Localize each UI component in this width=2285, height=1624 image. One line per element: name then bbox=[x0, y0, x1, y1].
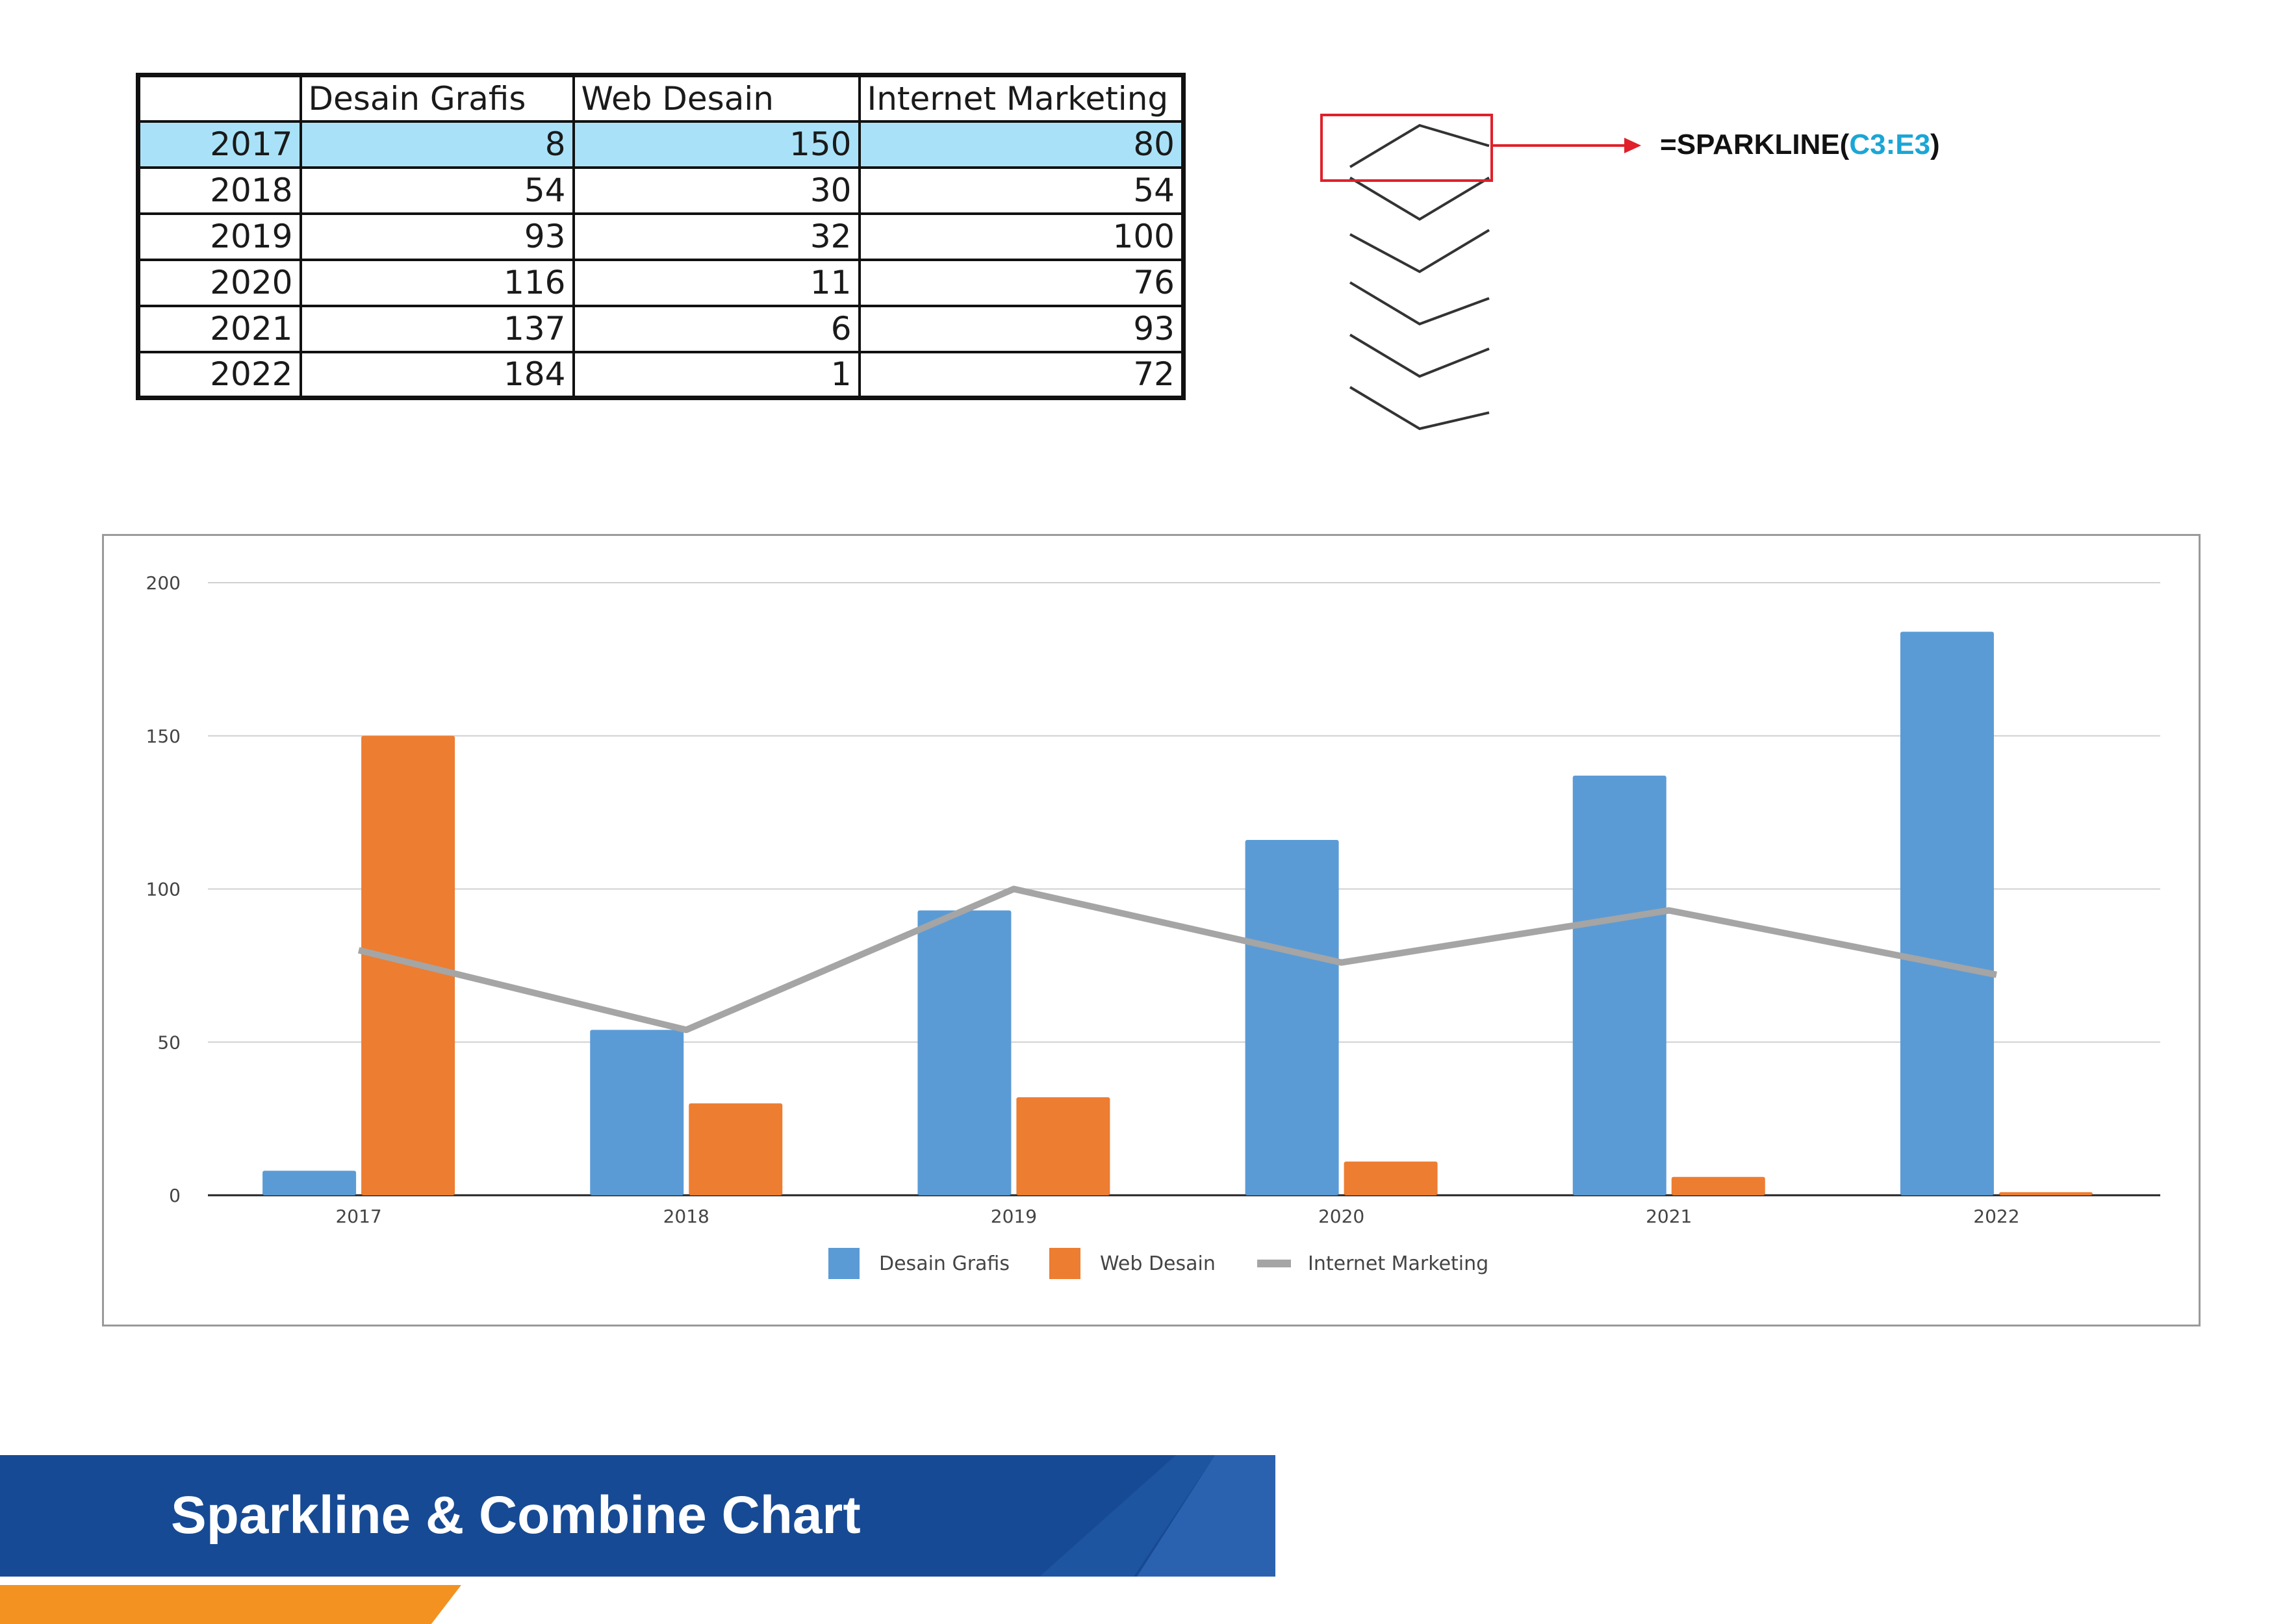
year-cell[interactable]: 2021 bbox=[136, 304, 302, 353]
bar-desain-grafis bbox=[917, 910, 1012, 1195]
sparkline-column bbox=[1320, 114, 1641, 431]
bar-web-desain bbox=[689, 1103, 783, 1195]
y-tick-label: 50 bbox=[157, 1032, 181, 1053]
x-tick-label: 2021 bbox=[1646, 1206, 1692, 1227]
value-cell[interactable]: 32 bbox=[572, 212, 861, 261]
corner-cell[interactable] bbox=[136, 73, 302, 123]
sparkline bbox=[1349, 281, 1490, 326]
sparkline-callout-box bbox=[1320, 114, 1493, 182]
slide-title: Sparkline & Combine Chart bbox=[171, 1486, 861, 1545]
value-cell[interactable]: 54 bbox=[858, 166, 1185, 215]
banner-background bbox=[0, 1455, 1275, 1577]
year-cell[interactable]: 2017 bbox=[136, 120, 302, 169]
legend-label: Internet Marketing bbox=[1308, 1252, 1488, 1275]
value-cell[interactable]: 11 bbox=[572, 258, 861, 307]
sparkline bbox=[1349, 123, 1490, 168]
bar-desain-grafis bbox=[262, 1171, 357, 1195]
x-tick-label: 2020 bbox=[1318, 1206, 1364, 1227]
line-internet-marketing bbox=[357, 885, 1997, 1034]
value-cell[interactable]: 6 bbox=[572, 304, 861, 353]
value-cell[interactable]: 1 bbox=[572, 350, 861, 400]
formula-suffix: ) bbox=[1930, 129, 1940, 160]
table-row: 2020 116 11 76 bbox=[136, 258, 1185, 307]
value-cell[interactable]: 184 bbox=[299, 350, 575, 400]
legend-swatch bbox=[828, 1248, 860, 1279]
sparkline bbox=[1349, 386, 1490, 431]
bar-web-desain bbox=[1998, 1192, 2093, 1195]
value-cell[interactable]: 150 bbox=[572, 120, 861, 169]
value-cell[interactable]: 93 bbox=[858, 304, 1185, 353]
combo-chart: 0 50 100 150 200 2017 2018 2019 2020 2021 2022 Desa… bbox=[102, 534, 2201, 1326]
table-row: 2021 137 6 93 bbox=[136, 304, 1185, 353]
table-row: 2019 93 32 100 bbox=[136, 212, 1185, 261]
title-banner bbox=[0, 1455, 1275, 1624]
year-cell[interactable]: 2018 bbox=[136, 166, 302, 215]
y-tick-label: 100 bbox=[146, 879, 181, 900]
value-cell[interactable]: 116 bbox=[299, 258, 575, 307]
x-tick-label: 2022 bbox=[1973, 1206, 2019, 1227]
value-cell[interactable]: 100 bbox=[858, 212, 1185, 261]
value-cell[interactable]: 8 bbox=[299, 120, 575, 169]
formula-range: C3:E3 bbox=[1849, 129, 1931, 160]
x-tick-label: 2018 bbox=[663, 1206, 709, 1227]
value-cell[interactable]: 137 bbox=[299, 304, 575, 353]
sparkline-formula: =SPARKLINE(C3:E3) bbox=[1660, 129, 1940, 161]
bar-desain-grafis bbox=[1900, 631, 1994, 1195]
table-body: Desain Grafis Web Desain Internet Marketin… bbox=[136, 73, 1185, 400]
y-tick-label: 150 bbox=[146, 726, 181, 747]
table-row: 2017 8 150 80 bbox=[136, 120, 1185, 169]
value-cell[interactable]: 72 bbox=[858, 350, 1185, 400]
formula-prefix: =SPARKLINE( bbox=[1660, 129, 1850, 160]
bar-web-desain bbox=[1344, 1161, 1438, 1195]
bar-web-desain bbox=[1671, 1176, 1765, 1195]
year-cell[interactable]: 2020 bbox=[136, 258, 302, 307]
x-tick-label: 2019 bbox=[991, 1206, 1037, 1227]
legend-swatch bbox=[1257, 1260, 1291, 1267]
callout-arrow-head bbox=[1624, 138, 1641, 153]
value-cell[interactable]: 93 bbox=[299, 212, 575, 261]
banner-accent-bar bbox=[0, 1585, 461, 1624]
year-cell[interactable]: 2022 bbox=[136, 350, 302, 400]
x-tick-label: 2017 bbox=[335, 1206, 381, 1227]
sparkline bbox=[1349, 176, 1490, 221]
table-row: 2022 184 1 72 bbox=[136, 350, 1185, 400]
column-header[interactable]: Desain Grafis bbox=[299, 73, 575, 123]
value-cell[interactable]: 30 bbox=[572, 166, 861, 215]
table-row: 2018 54 30 54 bbox=[136, 166, 1185, 215]
column-header[interactable]: Internet Marketing bbox=[858, 73, 1185, 123]
value-cell[interactable]: 80 bbox=[858, 120, 1185, 169]
legend-swatch bbox=[1049, 1248, 1080, 1279]
y-tick-label: 200 bbox=[146, 572, 181, 594]
sparkline bbox=[1349, 333, 1490, 378]
bar-desain-grafis bbox=[590, 1030, 684, 1195]
banner-stripe bbox=[1040, 1455, 1215, 1577]
bar-desain-grafis bbox=[1245, 840, 1339, 1195]
sparkline bbox=[1349, 229, 1490, 273]
y-tick-label: 0 bbox=[169, 1185, 181, 1206]
value-cell[interactable]: 54 bbox=[299, 166, 575, 215]
bar-web-desain bbox=[1016, 1097, 1110, 1195]
bar-desain-grafis bbox=[1572, 776, 1666, 1195]
column-header[interactable]: Web Desain bbox=[572, 73, 861, 123]
data-table: Desain Grafis Web Desain Internet Marketin… bbox=[136, 73, 1186, 400]
legend-label: Web Desain bbox=[1100, 1252, 1216, 1275]
chart-canvas: 0 50 100 150 200 2017 2018 2019 2020 2021 2022 Desa… bbox=[146, 572, 2160, 1279]
banner-stripe bbox=[1137, 1455, 1275, 1577]
header-row: Desain Grafis Web Desain Internet Marketin… bbox=[136, 73, 1185, 123]
year-cell[interactable]: 2019 bbox=[136, 212, 302, 261]
legend-label: Desain Grafis bbox=[879, 1252, 1010, 1275]
value-cell[interactable]: 76 bbox=[858, 258, 1185, 307]
